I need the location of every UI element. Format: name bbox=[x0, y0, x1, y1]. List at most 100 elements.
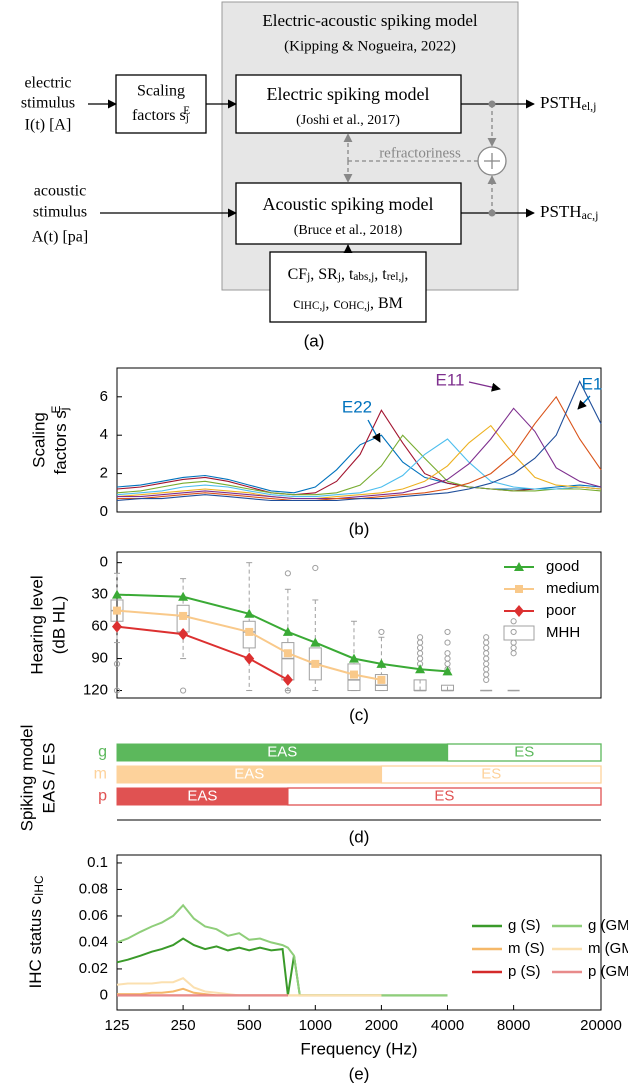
box-flier bbox=[483, 655, 490, 662]
es-segment bbox=[446, 743, 602, 762]
box-flier bbox=[444, 655, 451, 662]
parameters-label-part: OHC,j bbox=[340, 300, 370, 312]
marker bbox=[377, 675, 386, 684]
box-flier bbox=[510, 618, 517, 625]
y-axis-label: Scaling bbox=[29, 412, 48, 468]
series-line bbox=[116, 438, 602, 498]
segment-label: EAS bbox=[267, 743, 297, 760]
input-label: electric bbox=[24, 75, 71, 92]
y-tick-label: 0.04 bbox=[79, 933, 108, 950]
marker bbox=[244, 608, 255, 618]
marker bbox=[514, 605, 524, 617]
parameters-label-part: , c bbox=[325, 295, 340, 312]
box-flier bbox=[113, 660, 121, 667]
y-tick-label: 0.1 bbox=[87, 854, 108, 871]
marker bbox=[282, 673, 293, 686]
y-tick-label: 0.06 bbox=[79, 907, 108, 924]
parameters-label-part: j bbox=[306, 271, 310, 283]
series-line bbox=[116, 937, 448, 997]
x-tick-label: 8000 bbox=[497, 1017, 530, 1034]
marker bbox=[415, 664, 426, 674]
marker bbox=[244, 652, 255, 665]
output-label-part: PSTH bbox=[540, 93, 582, 112]
y-tick-label: 0 bbox=[100, 986, 108, 1003]
annotation-arrow bbox=[577, 395, 591, 410]
segment-label: EAS bbox=[234, 765, 264, 782]
input-label: stimulus bbox=[33, 204, 87, 221]
box-flier bbox=[483, 650, 490, 657]
category-label: m bbox=[94, 766, 107, 783]
marker bbox=[348, 653, 359, 663]
y-tick-label: 30 bbox=[91, 586, 108, 603]
junction bbox=[488, 100, 496, 108]
diagram-citation: (Kipping & Nogueira, 2022) bbox=[284, 38, 456, 54]
parameters-label: CFj, SRj, tabs,j, trel,j, bbox=[288, 266, 409, 284]
category-label: g bbox=[98, 744, 107, 761]
marker bbox=[178, 628, 189, 641]
box-flier bbox=[444, 628, 451, 636]
annotation: E11 bbox=[436, 370, 465, 389]
scaling-label-part: factors s bbox=[132, 107, 186, 124]
segment-label: ES bbox=[434, 787, 454, 804]
scaling-label: Scaling bbox=[137, 83, 185, 100]
legend-label: medium bbox=[546, 580, 599, 597]
y-tick-label: 90 bbox=[91, 650, 108, 667]
box-flier bbox=[284, 687, 291, 694]
scaling-label-part: j bbox=[185, 112, 189, 124]
x-tick-label: 500 bbox=[237, 1017, 262, 1034]
y-tick-label: 0 bbox=[100, 503, 108, 520]
series-line bbox=[117, 407, 602, 500]
y-axis-label-part: IHC bbox=[32, 875, 46, 896]
electric-model-box bbox=[235, 74, 462, 134]
category-label: p bbox=[98, 788, 107, 805]
box-flier bbox=[483, 666, 490, 673]
marker bbox=[283, 649, 292, 658]
box-flier bbox=[510, 650, 517, 657]
x-tick-label: 1000 bbox=[299, 1017, 332, 1034]
marker bbox=[112, 589, 122, 599]
box bbox=[374, 674, 388, 692]
sum-sign bbox=[484, 153, 500, 169]
parameters-label-part: , SR bbox=[310, 266, 338, 283]
plot-frame bbox=[116, 854, 602, 1011]
marker bbox=[514, 562, 524, 571]
segment-label: EAS bbox=[187, 787, 217, 804]
legend-label: p (GM) bbox=[588, 963, 628, 980]
legend-label: good bbox=[546, 558, 579, 575]
parameters-label-part: c bbox=[293, 295, 300, 312]
box-flier bbox=[113, 687, 121, 694]
box-flier bbox=[510, 628, 517, 636]
chart: IHC status cIHC (e) 0 0.02 0.04 0.06 0.08 0.1 12… bbox=[26, 854, 628, 1084]
electric-model-citation: (Joshi et al., 2017) bbox=[296, 113, 400, 128]
marker bbox=[311, 659, 320, 668]
annotation: E22 bbox=[342, 397, 372, 416]
y-tick-label: 120 bbox=[83, 682, 108, 699]
input-label: acoustic bbox=[34, 183, 86, 200]
y-axis-label-part: E bbox=[49, 405, 63, 413]
box-flier bbox=[510, 644, 517, 652]
y-tick-label: 60 bbox=[91, 618, 108, 635]
panel-caption: (d) bbox=[349, 827, 370, 846]
output-label-part: el,j bbox=[582, 99, 597, 113]
y-tick-label: 2 bbox=[100, 465, 108, 482]
box-flier bbox=[483, 660, 490, 667]
segment-label: ES bbox=[514, 743, 534, 760]
output-label-part: ac,j bbox=[582, 208, 599, 222]
box bbox=[347, 663, 361, 692]
box-flier bbox=[180, 687, 187, 694]
legend-label: p (S) bbox=[508, 963, 541, 980]
x-tick-label: 4000 bbox=[431, 1017, 464, 1034]
box-flier bbox=[483, 644, 490, 652]
marker bbox=[282, 626, 293, 636]
acoustic-model-label: Acoustic spiking model bbox=[263, 194, 434, 214]
marker bbox=[349, 670, 358, 679]
x-tick-label: 2000 bbox=[365, 1017, 398, 1034]
parameters-box bbox=[269, 251, 427, 323]
marker bbox=[376, 658, 387, 668]
parameters-label-part: , t bbox=[341, 266, 354, 283]
series-line bbox=[116, 409, 602, 496]
y-axis-label: factors sjE bbox=[49, 405, 71, 474]
feedback-label: refractoriness bbox=[379, 145, 461, 161]
box-flier bbox=[444, 660, 451, 667]
